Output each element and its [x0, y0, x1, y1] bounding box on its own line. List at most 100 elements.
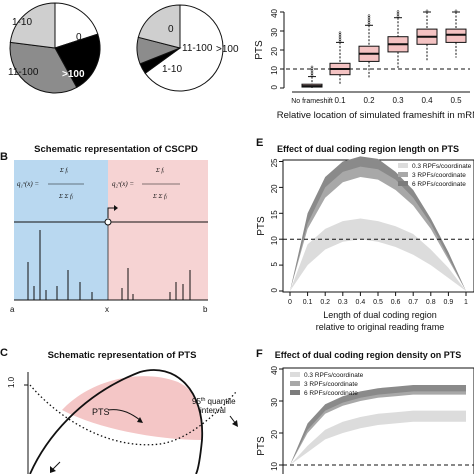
panel-e-legend-2: 6 RPFs/coordinate	[412, 181, 466, 188]
box-outlier-2-4	[367, 16, 371, 19]
panel-f-legend-swatch-0	[290, 372, 300, 377]
quantile-pointer-head	[232, 420, 238, 427]
panel-e-legend-1: 3 RPFs/coordinate	[412, 172, 466, 179]
svg-text:Σ Σ fⱼ: Σ Σ fⱼ	[58, 193, 74, 200]
quantile-label-interval: interval	[200, 406, 226, 415]
pie-left-label-11-100: 11-100	[8, 67, 39, 78]
panel-e-xtick-9: 0.9	[444, 299, 454, 306]
box-outlier-2-3	[367, 17, 371, 21]
boxplot-xlabel: Relative location of simulated frameshif…	[277, 110, 474, 121]
panel-e-legend: 0.3 RPFs/coordinate 3 RPFs/coordinate 6 …	[398, 163, 472, 188]
box-outlier-3-1	[396, 13, 400, 17]
panel-e-letter: E	[256, 137, 263, 149]
panel-e-ytick-4: 20	[270, 184, 279, 193]
boxplot-xtick-4: 0.4	[421, 96, 433, 105]
cscpd-left-formula: q₁ˣ(x) =	[17, 180, 39, 188]
panel-e-xtick-2: 0.2	[320, 299, 330, 306]
pie-left-slice-0	[54, 2, 99, 49]
cscpd-right-fraction: Σ fᵢ Σ Σ fⱼ	[142, 167, 180, 200]
panel-e-xtick-4: 0.4	[356, 299, 366, 306]
panel-f-legend-swatch-1	[290, 381, 300, 386]
svg-text:Σ Σ fⱼ: Σ Σ fⱼ	[152, 193, 168, 200]
cscpd-left-fraction: Σ fᵢ Σ Σ fⱼ	[48, 167, 84, 200]
box-outlier-4-0	[425, 9, 429, 13]
pie-left-label-gt100: >100	[62, 69, 85, 80]
panel-e-xtick-10: 1	[464, 299, 468, 306]
cscpd-right-region	[108, 160, 208, 300]
panel-c-ytick: 1.0	[7, 376, 16, 388]
panel-e-xtick-6: 0.6	[391, 299, 401, 306]
box-outlier-1-3	[338, 34, 342, 38]
panel-e-xtick-7: 0.7	[408, 299, 418, 306]
panel-e-ytick-3: 15	[270, 210, 279, 219]
cscpd-label-b: b	[203, 305, 208, 314]
box-outlier-2-0	[367, 22, 371, 26]
f-areas-band-2	[290, 385, 466, 465]
pie-right-slice-0	[144, 4, 224, 92]
panel-c-title: Schematic representation of PTS	[48, 350, 197, 361]
panel-c: C Schematic representation of PTS 1.0 PT…	[0, 347, 238, 474]
panel-e-xtick-1: 0.1	[303, 299, 313, 306]
panel-f-ylabel: PTS	[256, 436, 267, 456]
panel-c-letter: C	[0, 347, 8, 359]
box-outlier-3-0	[396, 15, 400, 18]
panel-e-xtick-5: 0.5	[373, 299, 383, 306]
cscpd-label-x: x	[105, 305, 109, 314]
boxplot-ytick-0: 0	[270, 84, 279, 89]
box-outlier-0-4	[310, 67, 314, 70]
panel-e-yticks: 0 5 10 15 20 25	[270, 158, 283, 292]
panel-e-xtick-3: 0.3	[338, 299, 348, 306]
boxplot-ylabel: PTS	[254, 40, 265, 60]
box-outlier-2-5	[367, 14, 371, 17]
pie-left-slice-1	[54, 33, 101, 89]
panel-e-xlabel-2: relative to original reading frame	[316, 322, 445, 332]
pie-right-label-1-10: 1-10	[162, 64, 182, 75]
box-outlier-1-2	[338, 36, 342, 40]
box-outlier-5-0	[454, 9, 458, 13]
pts-observed-curve	[29, 369, 203, 474]
cscpd-arrow-head	[114, 205, 118, 211]
cscpd-label-a: a	[10, 305, 15, 314]
pie-left-label-1-10: 1-10	[12, 17, 32, 28]
pie-chart-right	[136, 4, 224, 92]
boxplot-ytick-30: 30	[270, 27, 279, 36]
boxplot-xtick-3: 0.3	[392, 96, 404, 105]
panel-e-legend-0: 0.3 RPFs/coordinate	[412, 163, 472, 170]
panel-e-legend-swatch-2	[398, 181, 408, 186]
panel-f-bands	[290, 385, 466, 465]
panel-e: E Effect of dual coding region length on…	[256, 137, 474, 332]
pie-right-label-0: 0	[168, 24, 174, 35]
panel-b-title: Schematic representation of CSCPD	[34, 144, 198, 155]
panel-b: B Schematic representation of CSCPD q₁ˣ(…	[0, 144, 208, 314]
pie-left-slice-3	[9, 2, 56, 49]
panel-e-title: Effect of dual coding region length on P…	[277, 144, 459, 154]
boxplot-xtick-1: 0.1	[334, 96, 346, 105]
panel-f-legend-swatch-2	[290, 390, 300, 395]
pie-right-slice-3	[137, 4, 181, 49]
svg-text:Σ fᵢ: Σ fᵢ	[155, 167, 164, 174]
panel-e-legend-swatch-1	[398, 172, 408, 177]
pie-chart-left	[9, 2, 101, 94]
panel-b-letter: B	[0, 151, 8, 163]
panel-f-title: Effect of dual coding region density on …	[275, 350, 462, 360]
box-outlier-2-2	[367, 19, 371, 22]
e-areas-band-2	[290, 156, 466, 291]
boxplot-ytick-40: 40	[270, 8, 279, 17]
f-areas-band-0	[290, 410, 466, 465]
boxplot-panel: 0 10 20 30 40 PTS No frameshift 0.1 0.2 …	[254, 8, 474, 121]
svg-text:Σ fᵢ: Σ fᵢ	[59, 167, 68, 174]
boxplot-xtick-5: 0.5	[450, 96, 462, 105]
panel-f-ytick-0: 10	[270, 461, 279, 470]
panel-e-ylabel: PTS	[256, 216, 267, 236]
panel-e-xtick-8: 0.8	[426, 299, 436, 306]
panel-e-ytick-2: 10	[270, 236, 279, 245]
box-outlier-0-5	[310, 65, 314, 69]
panel-f-legend-1: 3 RPFs/coordinate	[304, 381, 358, 388]
box-outlier-1-0	[338, 40, 342, 43]
boxplot-ytick-10: 10	[270, 65, 279, 74]
box-outlier-0-3	[310, 69, 314, 72]
panel-f-ytick-1: 20	[270, 429, 279, 438]
box-outlier-0-1	[310, 72, 314, 75]
pie-right-label-gt100: >100	[216, 44, 239, 55]
panel-f-ytick-2: 30	[270, 397, 279, 406]
